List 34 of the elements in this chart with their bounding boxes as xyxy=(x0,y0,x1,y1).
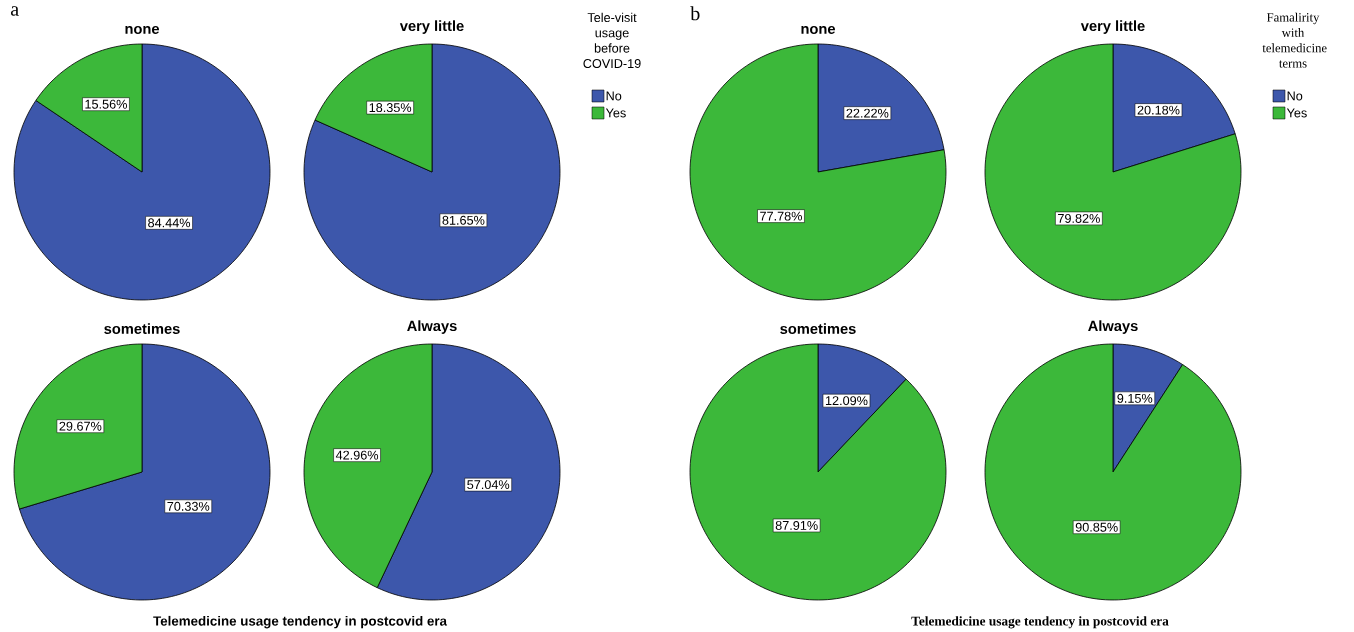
data-label: 20.18% xyxy=(1137,105,1180,115)
chart-title: very little xyxy=(1080,20,1145,34)
data-label: 79.82% xyxy=(1058,213,1100,223)
legend-title: Famalirity with telemedicine terms xyxy=(1262,12,1327,68)
data-label: 42.96% xyxy=(335,450,379,460)
data-label: 81.65% xyxy=(442,215,485,225)
legend-title: Tele-visit usage before COVID-19 xyxy=(583,12,641,69)
data-label: 18.35% xyxy=(369,103,412,113)
text: b xyxy=(690,6,700,21)
data-label: 87.91% xyxy=(775,520,818,530)
chart-title: very little xyxy=(399,20,464,34)
data-label: 22.22% xyxy=(846,108,889,118)
chart-title: Always xyxy=(1088,320,1138,334)
data-label: 15.56% xyxy=(85,99,127,109)
text: Telemedicine usage tendency in postcovid era xyxy=(911,616,1169,629)
legend-label: Yes xyxy=(1286,108,1307,118)
data-label: 77.78% xyxy=(760,211,803,221)
legend-label: No xyxy=(606,91,622,101)
text: Telemedicine usage tendency in postcovid era xyxy=(153,615,448,629)
text: a xyxy=(10,6,19,16)
data-label: 9.15% xyxy=(1117,393,1153,403)
chart-title: sometimes xyxy=(104,323,180,334)
data-label: 90.85% xyxy=(1075,522,1118,532)
chart-title: none xyxy=(801,25,836,34)
data-label: 12.09% xyxy=(825,396,868,406)
data-label: 29.67% xyxy=(59,421,102,431)
chart-title: none xyxy=(125,25,160,34)
data-label: 70.33% xyxy=(167,501,210,511)
legend-label: No xyxy=(1287,91,1303,101)
data-label: 57.04% xyxy=(467,480,510,490)
chart-title: Always xyxy=(407,320,457,334)
legend-label: Yes xyxy=(605,108,626,118)
data-label: 84.44% xyxy=(148,218,191,228)
chart-title: sometimes xyxy=(780,323,856,334)
